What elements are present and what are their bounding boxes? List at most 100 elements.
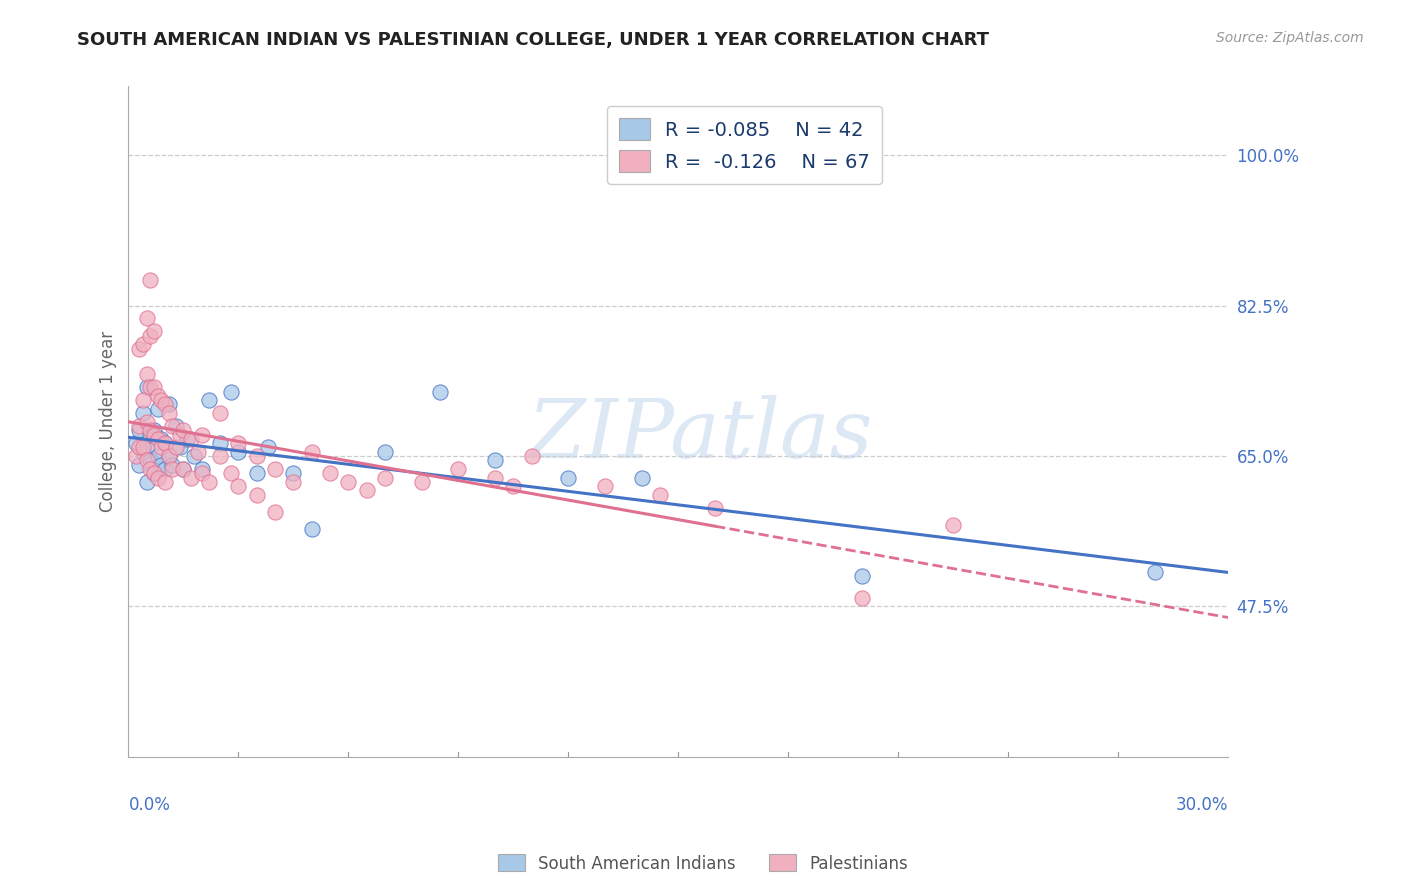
Point [187,444,209,458]
Point [337,475,360,489]
Point [283,475,305,489]
Point [209,406,232,420]
Point [132,393,155,408]
Point [228,479,250,493]
Point [172,423,194,437]
Point [246,467,269,481]
Point [165,419,187,434]
Point [374,470,396,484]
Point [264,505,287,519]
Point [851,591,873,605]
Point [135,311,157,326]
Point [169,427,191,442]
Point [648,488,671,502]
Point [139,462,162,476]
Point [219,467,242,481]
Point [219,384,242,399]
Point [162,462,184,476]
Point [593,479,616,493]
Point [162,458,184,472]
Point [146,449,169,463]
Legend: R = -0.085    N = 42, R =  -0.126    N = 67: R = -0.085 N = 42, R = -0.126 N = 67 [607,106,882,184]
Point [135,415,157,429]
Point [135,441,157,455]
Point [135,368,157,382]
Point [125,436,148,450]
Point [191,462,214,476]
Point [128,441,150,455]
Point [128,419,150,434]
Point [191,467,214,481]
Point [183,449,205,463]
Point [704,500,727,515]
Point [132,337,155,351]
Point [851,569,873,583]
Point [146,401,169,416]
Point [143,423,166,437]
Point [139,328,162,343]
Point [301,444,323,458]
Point [139,273,162,287]
Text: SOUTH AMERICAN INDIAN VS PALESTINIAN COLLEGE, UNDER 1 YEAR CORRELATION CHART: SOUTH AMERICAN INDIAN VS PALESTINIAN COL… [77,31,990,49]
Point [198,475,221,489]
Point [520,449,543,463]
Point [228,436,250,450]
Point [143,380,166,394]
Point [150,432,173,446]
Point [172,462,194,476]
Point [176,432,198,446]
Point [135,380,157,394]
Point [942,517,965,532]
Point [143,324,166,338]
Point [209,449,232,463]
Point [153,397,176,411]
Point [157,406,180,420]
Point [143,467,166,481]
Point [246,488,269,502]
Point [146,470,169,484]
Point [447,462,470,476]
Point [139,453,162,467]
Point [150,458,173,472]
Point [484,453,506,467]
Point [146,389,169,403]
Point [484,470,506,484]
Point [198,393,221,408]
Point [301,522,323,536]
Point [132,444,155,458]
Point [128,423,150,437]
Point [256,441,278,455]
Point [157,397,180,411]
Point [228,444,250,458]
Point [172,462,194,476]
Point [135,475,157,489]
Point [125,449,148,463]
Point [429,384,451,399]
Point [209,436,232,450]
Point [153,436,176,450]
Point [264,462,287,476]
Point [139,423,162,437]
Point [180,470,202,484]
Point [139,380,162,394]
Point [157,449,180,463]
Point [128,342,150,356]
Point [374,444,396,458]
Point [557,470,579,484]
Point [153,462,176,476]
Point [139,427,162,442]
Point [150,393,173,408]
Point [135,453,157,467]
Point [128,458,150,472]
Point [150,441,173,455]
Point [319,467,342,481]
Point [630,470,652,484]
Point [180,432,202,446]
Point [153,436,176,450]
Point [146,432,169,446]
Text: 30.0%: 30.0% [1175,796,1229,814]
Text: 0.0%: 0.0% [128,796,170,814]
Point [411,475,433,489]
Legend: South American Indians, Palestinians: South American Indians, Palestinians [492,847,914,880]
Point [132,441,155,455]
